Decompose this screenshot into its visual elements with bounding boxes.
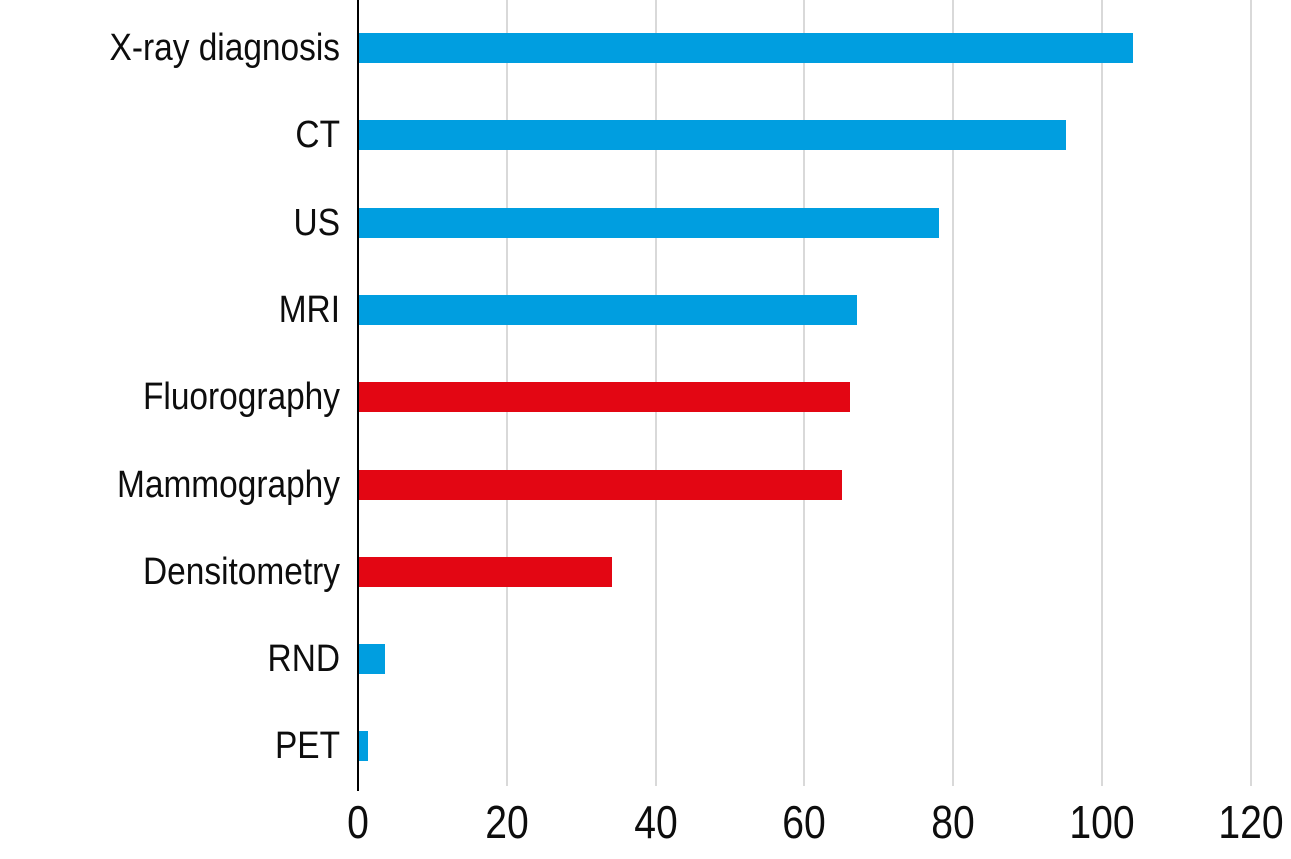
x-tick-label-80: 80 [931,796,975,848]
plot-area: X-ray diagnosis CT US MRI Fluorography Mammog… [110,0,1291,791]
bar-rnd [359,644,386,675]
category-label-densitometry: Densitometry [143,550,340,593]
bar-mammography [359,469,843,500]
bar-fluorography [359,382,850,413]
bar-ct [359,120,1066,151]
gridline-100 [1100,0,1103,786]
x-tick-label-40: 40 [633,796,678,848]
bar-pet [359,731,368,762]
bar-us [359,207,940,238]
category-label-x-ray-diagnosis: X-ray diagnosis [109,27,340,69]
category-label-fluorography: Fluorography [142,376,340,419]
category-label-mri: MRI [278,288,340,331]
x-tick-label-100: 100 [1069,796,1135,848]
category-label-rnd: RND [267,638,340,681]
category-label-ct: CT [295,114,340,157]
x-tick-label-120: 120 [1217,796,1284,848]
category-label-us: US [293,201,340,244]
x-tick-label-0: 0 [347,796,369,848]
y-axis-line [357,0,359,791]
x-axis: 0 20 40 60 80 100 120 [347,791,1291,859]
bar-mri [359,294,858,325]
gridline-120 [1249,0,1252,786]
x-tick-label-60: 60 [782,796,827,848]
bar-densitometry [359,556,612,587]
x-tick-label-20: 20 [485,796,529,848]
category-label-pet: PET [274,725,340,768]
category-label-mammography: Mammography [116,463,340,506]
gridline-80 [952,0,955,786]
bar-x-ray-diagnosis [359,33,1133,63]
